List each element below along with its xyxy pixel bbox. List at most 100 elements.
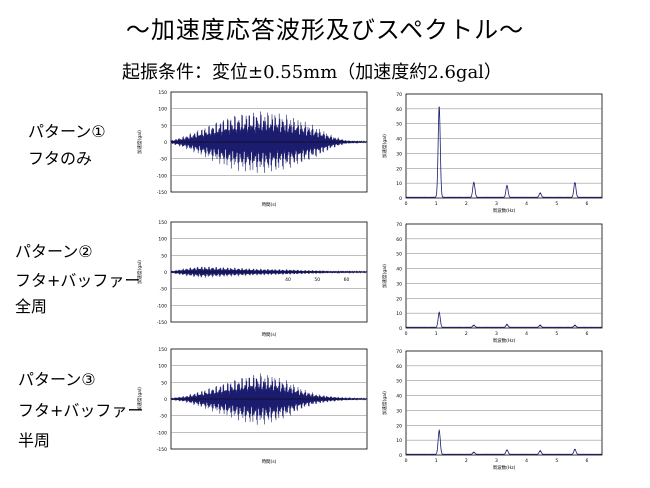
pattern-1-desc: フタのみ xyxy=(28,149,93,168)
x-axis-label: 周波数(Hz) xyxy=(493,337,516,344)
y-tick-label: 10 xyxy=(396,311,402,317)
spectrum-peak xyxy=(574,449,576,451)
spectrum-trace xyxy=(405,106,602,199)
y-tick-label: 60 xyxy=(396,107,402,113)
pattern-1-spectrum-chart: 0 10 20 30 40 50 60 70 0 1 2 3 4 5 6 周波数(Hz) 加速度(gal) xyxy=(381,92,603,214)
spectrum-peak xyxy=(506,185,508,187)
x-tick-label: 2 xyxy=(465,201,468,207)
y-tick-label: 150 xyxy=(158,90,167,96)
pattern-1-waveform-chart: -150 -100 -50 0 50 100 150 時間(s) 加速度(gal) xyxy=(136,90,368,208)
x-tick-label: 50 xyxy=(314,277,320,283)
x-tick-label: 1 xyxy=(435,331,438,337)
spectrum-peak xyxy=(539,192,541,195)
plot-frame xyxy=(405,350,603,456)
y-axis-label: 加速度(gal) xyxy=(136,260,143,284)
pattern-3-desc-line1: フタ+バッファー xyxy=(18,401,144,420)
y-tick-label: 100 xyxy=(158,107,167,113)
y-tick-label: -100 xyxy=(157,173,167,179)
spectrum-peak xyxy=(473,182,475,184)
y-tick-label: 0 xyxy=(164,270,167,276)
pattern-3-spectrum-chart: 0 10 20 30 40 50 60 70 0 1 2 3 4 5 6 周波数(Hz) 加速度(gal) xyxy=(381,349,603,471)
y-tick-label: 50 xyxy=(161,123,167,129)
x-axis-label: 時間(s) xyxy=(262,332,277,338)
y-tick-label: 100 xyxy=(158,364,167,370)
spectrum-trace xyxy=(405,428,602,456)
y-tick-label: -50 xyxy=(160,414,167,420)
y-axis-label: 加速度(gal) xyxy=(381,264,388,288)
x-axis-label: 時間(s) xyxy=(262,459,277,465)
y-tick-label: 60 xyxy=(396,237,402,243)
pattern-2-waveform-chart: -150 -100 -50 0 50 100 150 40 50 60 時間(s) 加速度(gal) xyxy=(136,220,368,338)
y-tick-label: -150 xyxy=(157,320,167,326)
x-tick-label: 2 xyxy=(465,331,468,337)
y-tick-label: 30 xyxy=(396,281,402,287)
slide-subtitle: 起振条件：変位±0.55mm（加速度約2.6gal） xyxy=(122,62,502,83)
waveform-trace xyxy=(170,111,368,173)
y-tick-label: 0 xyxy=(399,196,402,202)
pattern-2-desc-line2: 全周 xyxy=(15,297,48,316)
waveform-trace xyxy=(170,266,368,278)
y-tick-label: -50 xyxy=(160,157,167,163)
spectrum-peak xyxy=(473,452,475,454)
y-tick-label: 20 xyxy=(396,296,402,302)
y-axis-label: 加速度(gal) xyxy=(381,134,388,158)
y-tick-label: 70 xyxy=(396,92,402,98)
x-tick-label: 6 xyxy=(585,201,588,207)
pattern-3-label: パターン③ xyxy=(18,370,96,389)
pattern-2-desc-line1: フタ+バッファー xyxy=(15,271,141,290)
pattern-1-label: パターン① xyxy=(28,122,106,141)
y-axis-label: 加速度(gal) xyxy=(136,130,143,154)
y-tick-label: 150 xyxy=(158,347,167,353)
y-tick-label: 100 xyxy=(158,237,167,243)
x-tick-label: 1 xyxy=(435,458,438,464)
y-tick-label: 50 xyxy=(161,380,167,386)
y-tick-label: 0 xyxy=(164,397,167,403)
x-axis-label: 周波数(Hz) xyxy=(493,207,516,214)
x-tick-label: 6 xyxy=(585,331,588,337)
y-tick-label: 60 xyxy=(396,364,402,370)
y-tick-label: 10 xyxy=(396,181,402,187)
pattern-3-desc-line2: 半周 xyxy=(18,431,51,450)
y-tick-label: 40 xyxy=(396,267,402,273)
x-tick-label: 3 xyxy=(495,331,498,337)
y-tick-label: 40 xyxy=(396,137,402,143)
y-tick-label: 0 xyxy=(399,453,402,459)
y-tick-label: 40 xyxy=(396,394,402,400)
x-tick-label: 6 xyxy=(585,458,588,464)
x-tick-label: 0 xyxy=(405,458,408,464)
spectrum-peak xyxy=(506,449,508,452)
x-axis-label: 周波数(Hz) xyxy=(493,464,516,471)
spectrum-peak xyxy=(506,324,508,326)
y-axis-label: 加速度(gal) xyxy=(136,387,143,411)
spectrum-peak xyxy=(438,312,440,314)
spectrum-peak xyxy=(574,325,576,327)
plot-frame xyxy=(405,93,603,199)
x-tick-label: 3 xyxy=(495,201,498,207)
spectrum-peak xyxy=(539,450,541,452)
x-tick-label: 40 xyxy=(285,277,291,283)
x-tick-label: 5 xyxy=(555,458,558,464)
x-tick-label: 5 xyxy=(555,331,558,337)
y-tick-label: 20 xyxy=(396,166,402,172)
y-tick-label: 150 xyxy=(158,220,167,226)
x-tick-label: 3 xyxy=(495,458,498,464)
spectrum-peak xyxy=(438,106,440,108)
y-tick-label: 0 xyxy=(164,140,167,146)
pattern-3-waveform-chart: -150 -100 -50 0 50 100 150 時間(s) 加速度(gal) xyxy=(136,347,368,465)
spectrum-peak xyxy=(438,430,440,432)
y-axis-label: 加速度(gal) xyxy=(381,391,388,415)
y-tick-label: 70 xyxy=(396,349,402,355)
y-tick-label: 10 xyxy=(396,438,402,444)
y-tick-label: 50 xyxy=(161,253,167,259)
y-tick-label: 30 xyxy=(396,408,402,414)
x-tick-label: 2 xyxy=(465,458,468,464)
spectrum-trace xyxy=(405,311,602,329)
y-tick-label: 0 xyxy=(399,326,402,332)
y-tick-label: 50 xyxy=(396,252,402,258)
spectrum-peak xyxy=(473,325,475,327)
y-tick-label: 30 xyxy=(396,151,402,157)
y-tick-label: 50 xyxy=(396,122,402,128)
y-tick-label: 20 xyxy=(396,423,402,429)
slide-title: ～加速度応答波形及びスペクトル～ xyxy=(125,16,525,44)
x-tick-label: 1 xyxy=(435,201,438,207)
